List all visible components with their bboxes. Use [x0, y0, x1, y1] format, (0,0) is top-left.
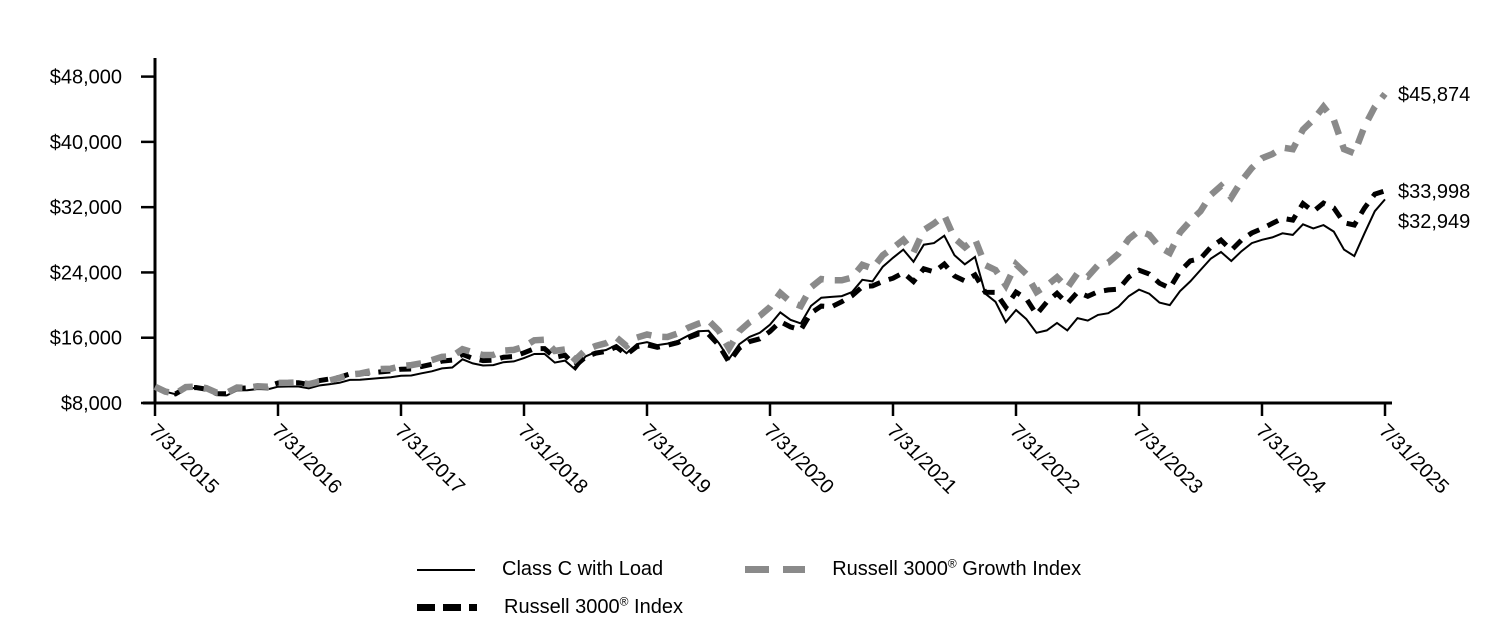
legend-text: Russell 3000: [832, 558, 948, 580]
legend-item-russell-3000-growth-index: Russell 3000® Growth Index: [745, 556, 1082, 581]
x-tick-label: 7/31/2022: [1005, 420, 1083, 498]
legend: Class C with Load Russell 3000® Growth I…: [417, 556, 1082, 619]
legend-line-dashed-gray: [745, 566, 806, 573]
y-tick-label: $16,000: [50, 328, 122, 350]
x-axis-ticks: 7/31/2015 7/31/2016 7/31/2017 7/31/2018 7/31…: [144, 403, 1453, 498]
legend-line-dashed-black: [417, 604, 477, 611]
series-line-class-c-with-load: [154, 198, 1386, 397]
y-axis-ticks: $8,000 $16,000 $24,000 $32,000 $40,000 $48,00…: [50, 67, 155, 415]
x-tick-label: 7/31/2019: [636, 420, 714, 498]
legend-text: Index: [628, 596, 683, 618]
legend-item-russell-3000-index: Russell 3000® Index: [417, 594, 683, 619]
plot-lines: [153, 91, 1388, 398]
legend-item-class-c-with-load: Class C with Load: [417, 558, 663, 581]
x-tick-label: 7/31/2017: [390, 420, 468, 498]
y-tick-label: $32,000: [50, 197, 122, 219]
series-end-value-label: $32,949: [1398, 211, 1470, 233]
chart-area: $8,000 $16,000 $24,000 $32,000 $40,000 $48,00…: [50, 58, 1470, 498]
series-end-value-label: $33,998: [1398, 181, 1470, 203]
y-tick-label: $40,000: [50, 132, 122, 154]
legend-label-class-c-with-load: Class C with Load: [502, 558, 663, 581]
y-tick-label: $8,000: [61, 393, 122, 415]
legend-line-solid-thin: [417, 568, 475, 571]
series-end-value-label: $45,874: [1398, 84, 1470, 106]
registered-mark: ®: [619, 594, 629, 609]
series-line-russell-3000-index: [153, 188, 1386, 397]
end-value-labels: $45,874 $33,998 $32,949: [1398, 84, 1470, 233]
legend-label-russell-3000-growth-index: Russell 3000® Growth Index: [832, 556, 1082, 581]
legend-text: Russell 3000: [504, 596, 620, 618]
legend-text: Class C with Load: [502, 558, 664, 580]
x-tick-label: 7/31/2023: [1128, 420, 1206, 498]
x-tick-label: 7/31/2020: [759, 420, 837, 498]
x-tick-label: 7/31/2015: [144, 420, 222, 498]
legend-label-russell-3000-index: Russell 3000® Index: [504, 594, 683, 619]
x-tick-label: 7/31/2024: [1251, 420, 1329, 498]
series-line-russell-3000-growth-index: [153, 91, 1388, 398]
registered-mark: ®: [947, 556, 957, 571]
axes: [143, 58, 1392, 405]
legend-text: Growth Index: [956, 558, 1082, 580]
x-tick-label: 7/31/2025: [1374, 420, 1452, 498]
x-tick-label: 7/31/2021: [882, 420, 960, 498]
legend-row-1: Class C with Load Russell 3000® Growth I…: [417, 556, 1082, 581]
y-tick-label: $24,000: [50, 262, 122, 284]
x-tick-label: 7/31/2016: [267, 420, 345, 498]
legend-row-2: Russell 3000® Index: [417, 594, 1081, 619]
growth-chart: $8,000 $16,000 $24,000 $32,000 $40,000 $48,00…: [50, 58, 1470, 498]
x-tick-label: 7/31/2018: [513, 420, 591, 498]
y-tick-label: $48,000: [50, 67, 122, 89]
